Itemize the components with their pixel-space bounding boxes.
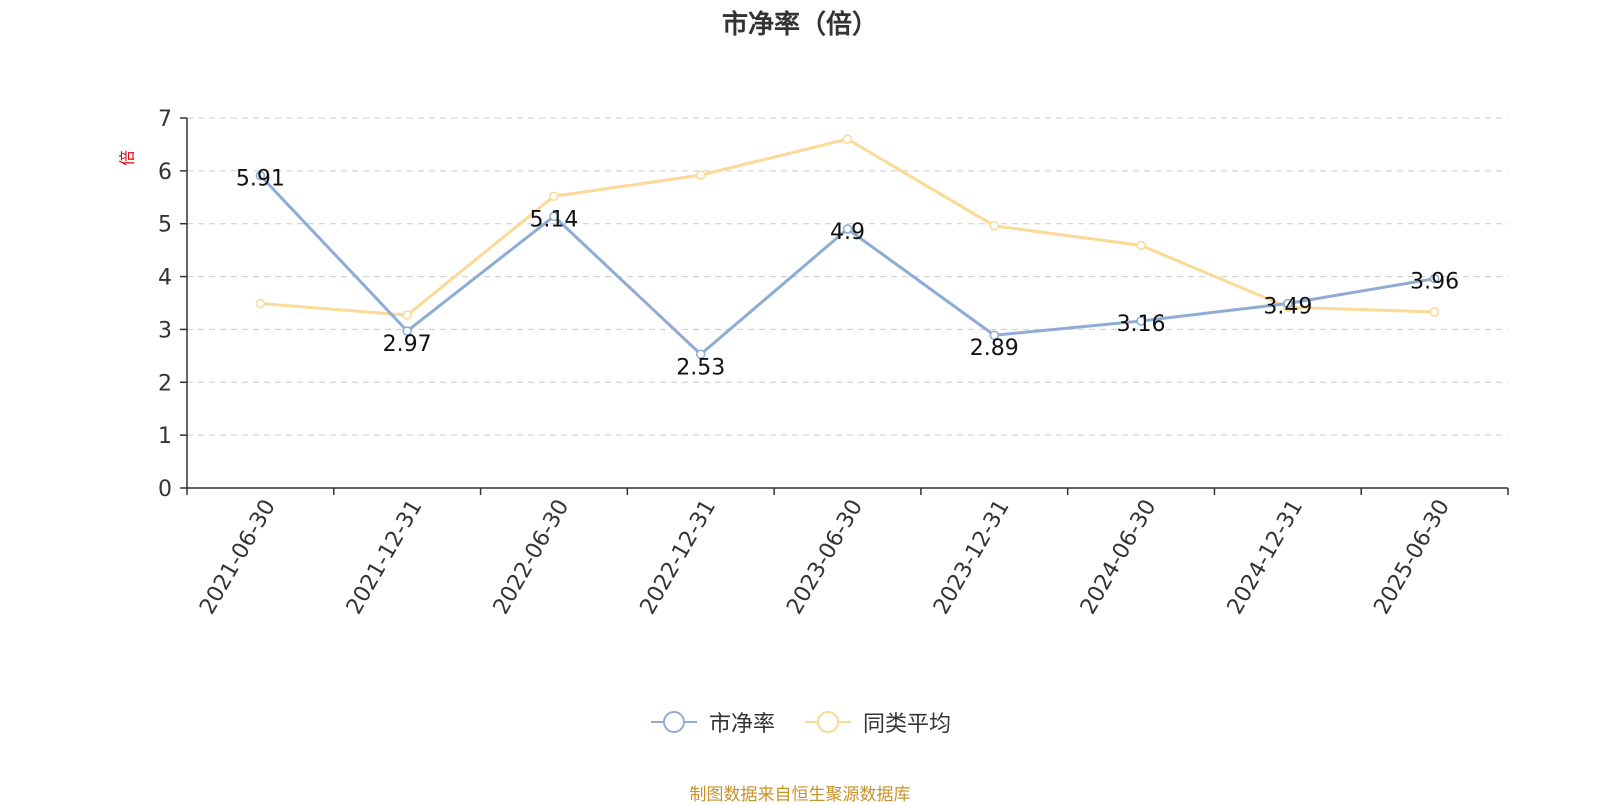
data-label-6: 3.16 — [1117, 312, 1166, 337]
point-s1-4 — [842, 134, 853, 144]
y-tick-label-5: 5 — [158, 213, 172, 238]
x-tick-label-3: 2022-12-31 — [636, 496, 722, 619]
point-s0-0 — [255, 170, 266, 181]
point-s0-1 — [402, 326, 412, 336]
chart-title: 市净率（倍） — [721, 10, 878, 40]
data-label-7: 3.49 — [1263, 295, 1312, 320]
point-s1-5 — [989, 221, 1000, 231]
point-s0-6 — [1136, 316, 1146, 326]
x-tick-label-0: 2021-06-30 — [195, 496, 281, 619]
grid-lines — [187, 117, 1508, 436]
y-tick-label-4: 4 — [158, 266, 172, 291]
series-line-0 — [259, 174, 1435, 356]
point-s0-3 — [695, 349, 706, 360]
point-s0-4 — [842, 224, 853, 234]
source-note: 制图数据来自恒生聚源数据库 — [689, 785, 911, 805]
legend-item-0[interactable]: 市净率 — [649, 706, 775, 738]
data-label-1: 2.97 — [383, 332, 432, 357]
point-s0-2 — [549, 211, 559, 222]
x-tick-label-1: 2021-12-31 — [342, 495, 428, 618]
x-tick-label-5: 2023-12-31 — [929, 496, 1015, 619]
legend-marker-0 — [650, 711, 697, 733]
data-labels: 5.91 2.97 5.14 2.53 4.9 2.89 3.16 3.49 3.96 — [236, 167, 1459, 381]
data-points — [255, 134, 1440, 360]
data-label-2: 5.14 — [529, 207, 578, 232]
point-s0-5 — [989, 330, 1000, 340]
legend-item-1[interactable]: 同类平均 — [803, 706, 951, 738]
y-tick-label-2: 2 — [158, 371, 172, 396]
point-s1-1 — [402, 310, 412, 320]
point-s0-7 — [1283, 298, 1293, 309]
y-tick-label-1: 1 — [158, 424, 172, 449]
legend-label-0: 市净率 — [708, 712, 775, 737]
point-s0-8 — [1429, 273, 1440, 284]
point-s1-0 — [255, 298, 266, 309]
y-tick-label-7: 7 — [158, 107, 172, 132]
data-label-5: 2.89 — [970, 336, 1019, 361]
x-tick-label-8: 2025-06-30 — [1369, 496, 1455, 619]
data-label-3: 2.53 — [676, 355, 725, 380]
y-tick-label-6: 6 — [158, 160, 172, 185]
legend: 市净率 同类平均 — [0, 706, 1600, 738]
point-s1-6 — [1136, 240, 1146, 251]
x-tick-label-7: 2024-12-31 — [1223, 496, 1309, 619]
data-label-8: 3.96 — [1410, 270, 1459, 295]
data-label-4: 4.9 — [830, 220, 865, 245]
point-s1-3 — [695, 170, 706, 180]
data-label-0: 5.91 — [236, 167, 285, 192]
legend-marker-1 — [805, 711, 851, 733]
series-lines — [259, 137, 1435, 356]
point-s1-2 — [549, 191, 559, 201]
y-tick-label-3: 3 — [158, 318, 172, 343]
x-tick-label-6: 2024-06-30 — [1076, 496, 1162, 619]
axes: 0 1 2 3 4 5 6 7 2021-06-30 2021-12-31 2022-06-30 20… — [118, 107, 1509, 619]
x-tick-label-4: 2023-06-30 — [782, 496, 868, 619]
y-axis-label: 倍 — [118, 150, 137, 166]
point-s1-8 — [1429, 307, 1440, 317]
x-tick-label-2: 2022-06-30 — [489, 496, 575, 619]
y-tick-label-0: 0 — [158, 477, 172, 502]
legend-label-1: 同类平均 — [863, 712, 952, 737]
